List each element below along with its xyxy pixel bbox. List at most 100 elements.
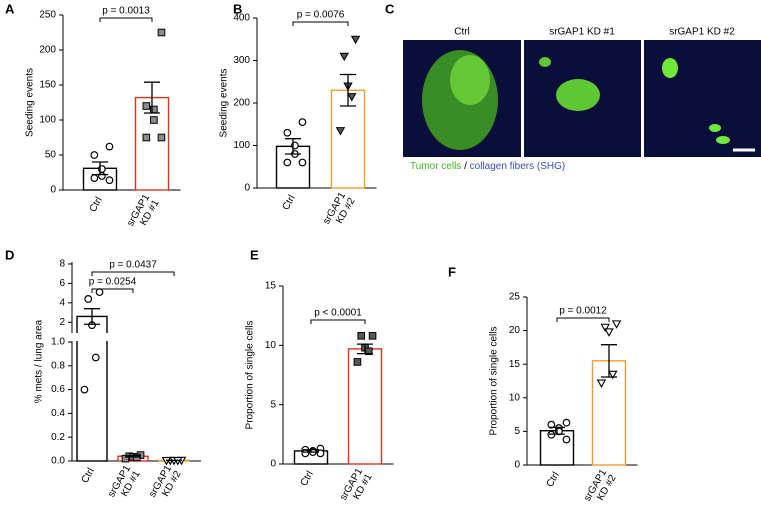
data-point	[600, 323, 610, 333]
caption-part: /	[461, 161, 469, 172]
error-bar	[92, 161, 108, 176]
y-tick-label: 8	[59, 259, 65, 270]
error-bar	[601, 344, 617, 378]
data-point	[80, 385, 89, 394]
data-point	[283, 158, 292, 167]
data-point	[350, 35, 361, 45]
y-tick-label: 15	[265, 281, 277, 292]
data-point	[301, 449, 310, 458]
bar	[539, 430, 575, 466]
error-bar	[125, 454, 141, 458]
tumor-cells	[662, 58, 678, 78]
y-tick-label: 0.2	[51, 432, 65, 443]
data-point	[105, 176, 114, 185]
y-tick-label: 200	[233, 98, 250, 109]
y-tick-label: 5	[270, 399, 276, 410]
data-point	[142, 133, 151, 142]
tumor-cells	[450, 55, 490, 105]
data-point	[105, 142, 114, 151]
data-point	[150, 116, 158, 124]
data-point	[84, 295, 93, 303]
y-axis-label: % mets / lung area	[34, 319, 45, 403]
image-title: srGAP1 KD #2	[669, 27, 735, 38]
data-point	[353, 358, 362, 366]
x-tick-label: Ctrl	[299, 469, 316, 488]
y-tick-label: 1.0	[51, 337, 65, 348]
y-axis-label: Proportion of single cells	[245, 321, 256, 430]
annotation: p < 0.0001	[314, 308, 362, 319]
micrograph	[644, 40, 761, 157]
y-tick-label: 200	[39, 45, 56, 56]
image-panel: C Ctrl srGAP1 KD #1 srGAP1 KD #2 Tumor c…	[385, 1, 761, 172]
error-bar	[303, 449, 319, 453]
data-point	[357, 332, 366, 340]
bar	[591, 360, 627, 466]
data-point	[298, 158, 307, 167]
data-point	[316, 449, 325, 458]
x-tick-label: Ctrl	[80, 466, 97, 485]
data-point	[347, 93, 357, 102]
significance-bracket	[91, 288, 134, 293]
data-point	[91, 353, 100, 362]
annotation: p = 0.0437	[109, 260, 157, 271]
x-tick-label: Ctrl	[545, 470, 562, 489]
significance-bracket	[556, 317, 610, 322]
y-tick-label: 0.4	[51, 408, 65, 419]
data-point	[596, 379, 607, 388]
y-tick-label: 0	[514, 460, 520, 471]
y-tick-label: 0.0	[51, 456, 65, 467]
y-axis-label: Seeding events	[219, 69, 230, 138]
data-point	[562, 435, 571, 444]
caption: Tumor cells / collagen fibers (SHG)	[410, 161, 565, 172]
panel-label: F	[448, 264, 456, 279]
data-point	[142, 102, 151, 110]
image-title: srGAP1 KD #1	[549, 27, 615, 38]
y-tick-label: 150	[39, 80, 56, 91]
image-title: Ctrl	[454, 27, 470, 38]
data-point	[547, 430, 556, 439]
caption-part: collagen fibers (SHG)	[470, 161, 566, 172]
panel-label: C	[385, 1, 395, 16]
error-bar	[84, 308, 100, 325]
y-tick-label: 15	[509, 359, 521, 370]
data-point	[90, 151, 99, 159]
data-point	[157, 133, 166, 142]
y-tick-label: 300	[233, 55, 250, 66]
annotation: p = 0.0012	[559, 306, 607, 317]
y-tick-label: 0.6	[51, 384, 65, 395]
panel-label: A	[5, 1, 15, 16]
panel-label: D	[5, 247, 14, 262]
data-point	[90, 174, 99, 183]
tumor-cells	[716, 136, 730, 144]
x-tick-label: Ctrl	[88, 195, 105, 214]
data-point	[95, 288, 104, 297]
y-tick-label: 100	[233, 140, 250, 151]
annotation: p = 0.0076	[297, 10, 345, 21]
data-point	[604, 328, 614, 337]
y-tick-label: 0	[50, 185, 56, 196]
significance-bracket	[292, 21, 349, 26]
data-point	[157, 28, 166, 37]
annotation: p = 0.0254	[89, 277, 137, 288]
y-tick-label: 100	[39, 115, 56, 126]
y-tick-label: 25	[509, 292, 521, 303]
error-bar	[549, 426, 565, 435]
y-tick-label: 5	[514, 426, 520, 437]
caption-part: Tumor cells	[410, 161, 461, 172]
error-bar	[357, 343, 373, 355]
data-point	[298, 118, 307, 127]
data-point	[339, 52, 349, 62]
data-point	[611, 320, 622, 329]
y-axis-label: Seeding events	[25, 68, 36, 137]
data-point	[368, 332, 377, 340]
y-tick-label: 250	[39, 10, 56, 21]
y-tick-label: 400	[233, 13, 250, 24]
error-bar	[340, 73, 356, 107]
y-tick-label: 20	[509, 325, 521, 336]
y-tick-label: 0	[244, 183, 250, 194]
significance-bracket	[91, 271, 175, 276]
tumor-cells	[556, 79, 600, 111]
bar	[347, 348, 383, 465]
tumor-cells	[539, 57, 551, 67]
axis-break	[66, 333, 116, 341]
